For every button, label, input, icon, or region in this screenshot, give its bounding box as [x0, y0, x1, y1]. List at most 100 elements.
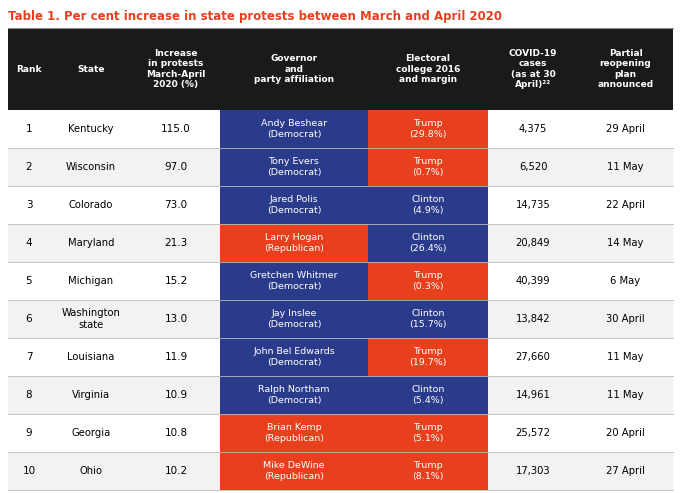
Text: 10: 10: [22, 466, 36, 476]
Bar: [368, 224, 488, 262]
Text: Governor
and
party affiliation: Governor and party affiliation: [254, 54, 334, 84]
Text: 11 May: 11 May: [608, 162, 644, 172]
Text: Gretchen Whitmer
(Democrat): Gretchen Whitmer (Democrat): [250, 271, 338, 291]
Text: 29 April: 29 April: [606, 124, 645, 134]
Text: Larry Hogan
(Republican): Larry Hogan (Republican): [264, 233, 324, 253]
Text: Michigan: Michigan: [69, 276, 113, 286]
Text: 2: 2: [26, 162, 32, 172]
Text: 20 April: 20 April: [606, 428, 645, 438]
Text: 21.3: 21.3: [164, 238, 188, 248]
Text: 9: 9: [26, 428, 32, 438]
Text: Clinton
(4.9%): Clinton (4.9%): [412, 195, 444, 214]
Bar: [368, 110, 488, 148]
Text: Table 1. Per cent increase in state protests between March and April 2020: Table 1. Per cent increase in state prot…: [8, 10, 502, 23]
Bar: [220, 376, 368, 414]
Text: 14,961: 14,961: [516, 390, 550, 400]
Bar: [8, 376, 673, 414]
Text: 7: 7: [26, 352, 32, 362]
Text: 11 May: 11 May: [608, 352, 644, 362]
Text: Georgia: Georgia: [71, 428, 111, 438]
Bar: [220, 224, 368, 262]
Text: Washington
state: Washington state: [62, 308, 120, 330]
Text: 8: 8: [26, 390, 32, 400]
Text: 22 April: 22 April: [606, 200, 645, 210]
Text: 20,849: 20,849: [516, 238, 550, 248]
Text: 6 May: 6 May: [610, 276, 640, 286]
Text: 30 April: 30 April: [606, 314, 645, 324]
Text: 13,842: 13,842: [516, 314, 550, 324]
Bar: [220, 262, 368, 300]
Text: Colorado: Colorado: [69, 200, 113, 210]
Text: 14,735: 14,735: [516, 200, 550, 210]
Text: 11 May: 11 May: [608, 390, 644, 400]
Text: Trump
(29.8%): Trump (29.8%): [410, 119, 447, 139]
Text: Jay Inslee
(Democrat): Jay Inslee (Democrat): [267, 309, 321, 329]
Bar: [8, 262, 673, 300]
Bar: [368, 262, 488, 300]
Bar: [220, 338, 368, 376]
Text: Brian Kemp
(Republican): Brian Kemp (Republican): [264, 423, 324, 443]
Text: Rank: Rank: [16, 65, 42, 73]
Text: Tony Evers
(Democrat): Tony Evers (Democrat): [267, 157, 321, 176]
Bar: [220, 452, 368, 490]
Text: 17,303: 17,303: [516, 466, 550, 476]
Text: 10.2: 10.2: [164, 466, 188, 476]
Text: 10.8: 10.8: [164, 428, 188, 438]
Text: 27 April: 27 April: [606, 466, 645, 476]
Bar: [8, 110, 673, 148]
Bar: [368, 186, 488, 224]
Text: 115.0: 115.0: [161, 124, 191, 134]
Text: 6: 6: [26, 314, 32, 324]
Bar: [8, 186, 673, 224]
Bar: [8, 338, 673, 376]
Bar: [8, 148, 673, 186]
Text: Clinton
(26.4%): Clinton (26.4%): [410, 233, 447, 253]
Bar: [8, 224, 673, 262]
Text: 73.0: 73.0: [164, 200, 188, 210]
Text: Andy Beshear
(Democrat): Andy Beshear (Democrat): [261, 119, 327, 139]
Bar: [8, 452, 673, 490]
Bar: [368, 452, 488, 490]
Text: Wisconsin: Wisconsin: [66, 162, 116, 172]
Text: State: State: [77, 65, 105, 73]
Text: 15.2: 15.2: [164, 276, 188, 286]
Bar: [220, 148, 368, 186]
Text: 1: 1: [26, 124, 32, 134]
Text: Mike DeWine
(Republican): Mike DeWine (Republican): [263, 461, 325, 481]
Text: 11.9: 11.9: [164, 352, 188, 362]
Text: Clinton
(15.7%): Clinton (15.7%): [410, 309, 447, 329]
Text: 27,660: 27,660: [516, 352, 550, 362]
Text: John Bel Edwards
(Democrat): John Bel Edwards (Democrat): [253, 347, 335, 367]
Bar: [8, 414, 673, 452]
Text: 14 May: 14 May: [608, 238, 644, 248]
Text: Virginia: Virginia: [72, 390, 110, 400]
Text: Maryland: Maryland: [68, 238, 114, 248]
Text: 13.0: 13.0: [164, 314, 188, 324]
Text: 97.0: 97.0: [164, 162, 188, 172]
Text: Jared Polis
(Democrat): Jared Polis (Democrat): [267, 195, 321, 214]
Text: Trump
(5.1%): Trump (5.1%): [412, 423, 444, 443]
Text: Ohio: Ohio: [80, 466, 102, 476]
Text: Trump
(0.3%): Trump (0.3%): [412, 271, 444, 291]
Bar: [220, 300, 368, 338]
Text: Partial
reopening
plan
announced: Partial reopening plan announced: [597, 49, 654, 89]
Bar: [368, 338, 488, 376]
Text: COVID-19
cases
(as at 30
April)²²: COVID-19 cases (as at 30 April)²²: [509, 49, 557, 89]
Text: 3: 3: [26, 200, 32, 210]
Bar: [368, 414, 488, 452]
Text: Trump
(19.7%): Trump (19.7%): [410, 347, 447, 367]
Bar: [368, 148, 488, 186]
Text: Increase
in protests
March-April
2020 (%): Increase in protests March-April 2020 (%…: [146, 49, 206, 89]
Bar: [220, 414, 368, 452]
Text: Louisiana: Louisiana: [67, 352, 115, 362]
Bar: [368, 376, 488, 414]
Text: Trump
(0.7%): Trump (0.7%): [412, 157, 444, 176]
Text: 6,520: 6,520: [519, 162, 547, 172]
Text: Trump
(8.1%): Trump (8.1%): [412, 461, 444, 481]
Bar: [368, 300, 488, 338]
Text: Kentucky: Kentucky: [69, 124, 113, 134]
Text: Electoral
college 2016
and margin: Electoral college 2016 and margin: [395, 54, 460, 84]
Text: Clinton
(5.4%): Clinton (5.4%): [412, 386, 444, 405]
Text: 25,572: 25,572: [515, 428, 550, 438]
Text: Ralph Northam
(Democrat): Ralph Northam (Democrat): [258, 386, 330, 405]
